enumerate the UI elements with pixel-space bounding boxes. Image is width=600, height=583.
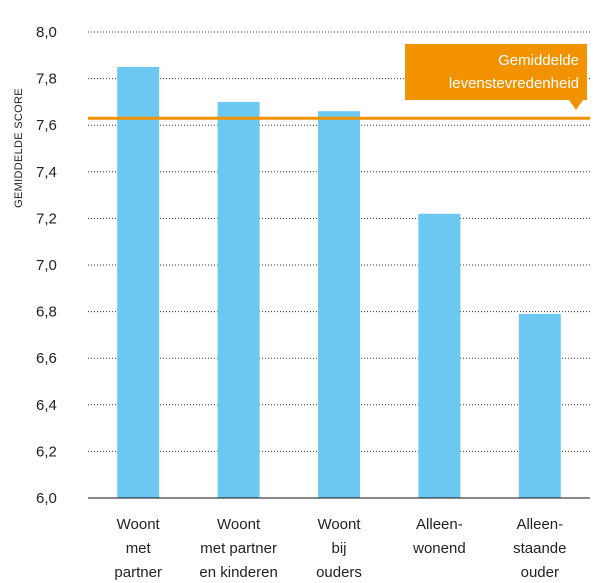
x-tick-label: met partner xyxy=(200,540,277,557)
y-axis-title: GEMIDDELDE SCORE xyxy=(13,88,25,208)
y-tick-label: 7,8 xyxy=(36,71,57,88)
bar xyxy=(518,313,561,498)
bar xyxy=(117,66,160,498)
x-tick-label: partner xyxy=(114,564,162,581)
axes: 8,0 7,8 7,6 7,4 7,2 7,0 6,8 6,6 6,4 6,2 6,0 Woont me… xyxy=(36,24,590,581)
x-tick-label: en kinderen xyxy=(199,564,277,581)
y-tick-label: 6,0 xyxy=(36,490,57,507)
y-tick-label: 7,4 xyxy=(36,164,57,181)
x-tick-label: Woont xyxy=(117,516,161,533)
x-tick-label: wonend xyxy=(412,540,466,557)
y-tick-label: 6,8 xyxy=(36,304,57,321)
y-tick-label: 7,2 xyxy=(36,210,57,227)
reference-callout-label: levenstevredenheid xyxy=(449,75,579,92)
x-tick-label: Woont xyxy=(217,516,261,533)
x-tick-label: Woont xyxy=(317,516,361,533)
x-tick-label: bij xyxy=(331,540,346,557)
y-tick-label: 7,0 xyxy=(36,257,57,274)
x-tick-label: met xyxy=(126,540,152,557)
y-tick-label: 6,2 xyxy=(36,443,57,460)
bar xyxy=(418,213,461,499)
x-tick-label: ouders xyxy=(316,564,362,581)
bar xyxy=(318,111,360,498)
reference-callout-pointer xyxy=(569,100,583,110)
bar xyxy=(217,101,260,499)
x-tick-label: Alleen- xyxy=(416,516,463,533)
reference-callout-label: Gemiddelde xyxy=(498,52,579,69)
reference-callout-box xyxy=(405,44,587,100)
y-tick-label: 6,4 xyxy=(36,397,57,414)
bars xyxy=(117,66,561,499)
y-tick-label: 7,6 xyxy=(36,117,57,134)
y-tick-label: 6,6 xyxy=(36,350,57,367)
reference-line-group: Gemiddelde levenstevredenheid xyxy=(88,44,590,120)
x-tick-label: ouder xyxy=(521,564,559,581)
x-tick-label: Alleen- xyxy=(516,516,563,533)
y-tick-label: 8,0 xyxy=(36,24,57,41)
x-tick-label: staande xyxy=(513,540,566,557)
